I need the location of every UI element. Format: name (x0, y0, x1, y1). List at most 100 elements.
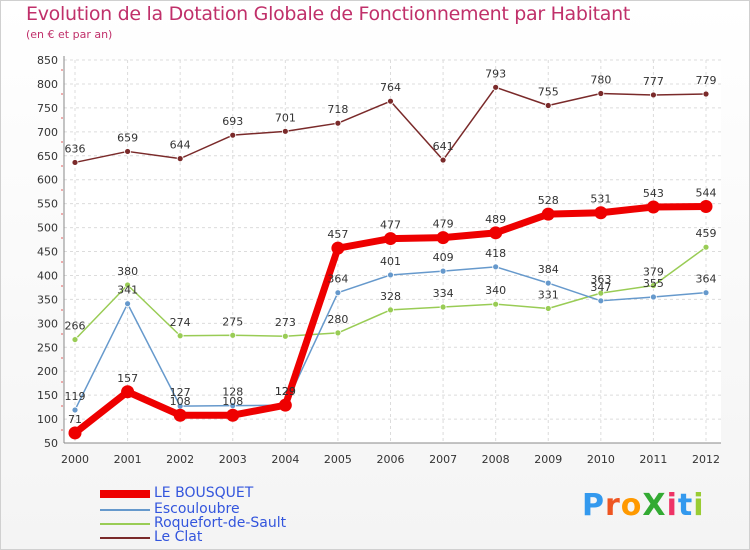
y-tick-label: 300 (37, 317, 58, 330)
x-tick-label: 2006 (377, 453, 405, 466)
data-point-le-bousquet (436, 231, 450, 245)
data-label-le-bousquet: 71 (68, 413, 82, 426)
data-point-le-clat (124, 148, 131, 155)
x-tick-label: 2000 (61, 453, 89, 466)
data-label-escouloubre: 128 (222, 386, 243, 399)
data-point-le-bousquet (331, 241, 345, 255)
data-point-le-clat (387, 97, 394, 105)
x-tick-label: 2012 (692, 453, 720, 466)
data-label-le-clat: 636 (65, 142, 86, 155)
x-tick-label: 2004 (271, 453, 299, 466)
data-label-roquefort-de-sault: 340 (485, 284, 506, 297)
data-point-le-bousquet (121, 385, 135, 399)
data-point-roquefort-de-sault (597, 289, 605, 297)
data-label-roquefort-de-sault: 274 (170, 316, 191, 329)
data-label-roquefort-de-sault: 266 (65, 320, 86, 333)
y-tick-label: 700 (37, 126, 58, 139)
y-tick-label: 200 (37, 365, 58, 378)
data-label-le-clat: 779 (696, 74, 717, 87)
data-label-le-bousquet: 479 (433, 218, 454, 231)
data-point-escouloubre (439, 267, 447, 275)
data-label-escouloubre: 401 (380, 255, 401, 268)
y-tick-label: 550 (37, 198, 58, 211)
data-label-le-bousquet: 129 (275, 385, 296, 398)
data-point-le-bousquet (226, 408, 240, 422)
data-label-le-clat: 764 (380, 81, 401, 94)
data-point-le-clat (492, 83, 500, 91)
chart-subtitle: (en € et par an) (26, 28, 113, 41)
legend-label-le-bousquet: LE BOUSQUET (154, 485, 254, 501)
data-label-le-bousquet: 543 (643, 187, 664, 200)
x-tick-label: 2005 (324, 453, 352, 466)
data-point-escouloubre (229, 402, 237, 410)
data-point-escouloubre (597, 297, 605, 305)
data-label-le-bousquet: 108 (170, 395, 191, 408)
data-point-le-bousquet (489, 226, 503, 240)
data-label-le-bousquet: 457 (327, 228, 348, 241)
legend-label-le-clat: Le Clat (154, 529, 203, 545)
data-point-roquefort-de-sault (439, 303, 447, 311)
legend-label-roquefort-de-sault: Roquefort-de-Sault (154, 515, 287, 531)
data-label-le-clat: 693 (222, 115, 243, 128)
data-point-roquefort-de-sault (124, 281, 131, 289)
data-label-le-clat: 701 (275, 111, 296, 124)
data-label-le-clat: 780 (590, 74, 611, 87)
y-tick-label: 250 (37, 341, 58, 354)
data-point-escouloubre (544, 279, 552, 287)
y-tick-label: 150 (37, 389, 58, 402)
data-label-le-clat: 659 (117, 131, 138, 144)
y-tick-label: 850 (37, 54, 58, 67)
data-point-escouloubre (124, 300, 131, 308)
data-point-le-clat (71, 159, 79, 166)
data-point-roquefort-de-sault (71, 336, 79, 343)
data-label-le-clat: 644 (170, 139, 191, 152)
data-point-le-bousquet (541, 207, 555, 221)
legend-swatch-escouloubre (100, 509, 150, 511)
data-label-escouloubre: 409 (433, 251, 454, 264)
x-tick-label: 2007 (429, 453, 457, 466)
legend-label-escouloubre: Escouloubre (154, 501, 240, 517)
data-label-roquefort-de-sault: 363 (590, 273, 611, 286)
data-label-le-bousquet: 108 (222, 395, 243, 408)
data-label-le-bousquet: 477 (380, 219, 401, 232)
data-point-roquefort-de-sault (176, 332, 184, 340)
x-tick-label: 2011 (639, 453, 667, 466)
data-label-le-bousquet: 489 (485, 213, 506, 226)
proxiti-logo: ProXiti (582, 488, 705, 523)
y-tick-label: 50 (44, 437, 58, 450)
data-label-le-bousquet: 528 (538, 194, 559, 207)
data-point-le-clat (544, 102, 552, 109)
data-label-roquefort-de-sault: 334 (433, 287, 454, 300)
data-point-roquefort-de-sault (702, 243, 710, 251)
legend-swatch-le-clat (100, 537, 150, 539)
legend-swatch-roquefort-de-sault (100, 523, 150, 525)
data-point-roquefort-de-sault (229, 331, 237, 339)
data-point-le-bousquet (68, 426, 82, 440)
data-point-roquefort-de-sault (281, 332, 289, 340)
data-point-le-clat (650, 91, 657, 99)
data-label-escouloubre: 355 (643, 277, 664, 290)
data-point-roquefort-de-sault (387, 306, 394, 314)
data-point-le-clat (229, 131, 237, 139)
data-label-roquefort-de-sault: 280 (327, 313, 348, 326)
data-label-roquefort-de-sault: 275 (222, 315, 243, 328)
data-label-escouloubre: 364 (327, 273, 348, 286)
data-point-escouloubre (702, 289, 710, 297)
data-point-roquefort-de-sault (650, 282, 657, 289)
data-point-escouloubre (387, 271, 394, 279)
legend-swatch-le-bousquet (100, 490, 150, 498)
y-tick-label: 650 (37, 150, 58, 163)
data-point-le-clat (176, 155, 184, 163)
x-tick-label: 2002 (166, 453, 194, 466)
data-point-le-bousquet (646, 200, 660, 214)
x-tick-label: 2009 (534, 453, 562, 466)
y-tick-label: 800 (37, 78, 58, 91)
data-label-roquefort-de-sault: 380 (117, 265, 138, 278)
data-point-le-clat (702, 90, 710, 98)
data-point-le-bousquet (173, 408, 187, 422)
data-label-roquefort-de-sault: 331 (538, 288, 559, 301)
data-label-roquefort-de-sault: 379 (643, 265, 664, 278)
data-label-escouloubre: 347 (590, 281, 611, 294)
data-point-le-clat (334, 119, 342, 127)
data-point-le-bousquet (594, 206, 608, 220)
